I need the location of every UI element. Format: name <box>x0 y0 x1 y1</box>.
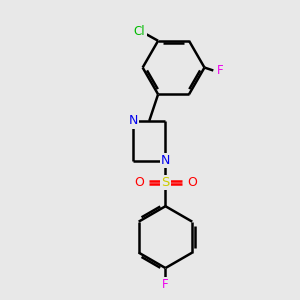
Text: S: S <box>161 176 169 189</box>
Text: F: F <box>162 278 169 291</box>
Text: F: F <box>218 64 224 77</box>
Text: Cl: Cl <box>134 25 146 38</box>
Text: N: N <box>128 114 138 127</box>
Text: N: N <box>161 154 170 167</box>
Text: O: O <box>187 176 197 189</box>
Text: O: O <box>134 176 144 189</box>
